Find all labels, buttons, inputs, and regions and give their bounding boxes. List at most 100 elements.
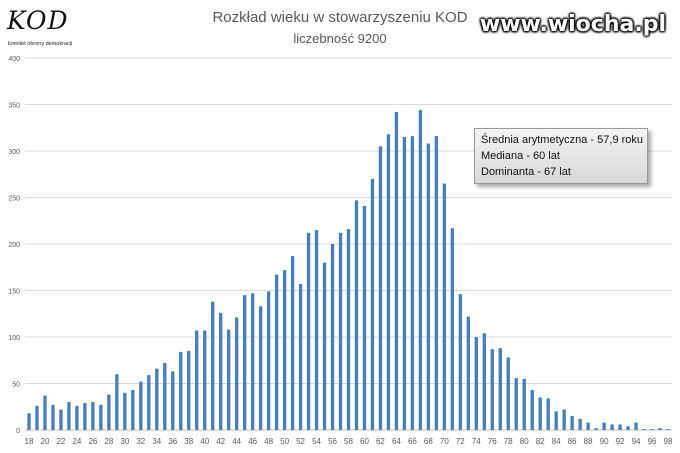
x-tick-label: 68: [424, 437, 433, 446]
kod-logo: KOD komitet obrony demokracji: [3, 4, 72, 54]
bar-age-43: [227, 329, 231, 430]
bar-age-42: [219, 312, 223, 430]
stats-box: Średnia arytmetyczna - 57,9 roku Mediana…: [474, 128, 648, 184]
bar-age-66: [410, 136, 415, 430]
x-tick-label: 86: [568, 437, 577, 446]
x-tick-label: 84: [552, 437, 561, 446]
bar-age-51: [290, 256, 295, 430]
x-tick-label: 58: [344, 437, 353, 446]
bar-age-65: [402, 137, 407, 431]
bar-age-58: [346, 229, 351, 430]
bar-age-92: [618, 424, 622, 430]
x-tick-label: 82: [536, 437, 545, 446]
bar-age-74: [474, 337, 478, 430]
bar-age-72: [458, 294, 463, 430]
x-tick-label: 32: [136, 437, 145, 446]
bar-age-50: [282, 270, 287, 430]
x-tick-label: 66: [408, 437, 417, 446]
x-tick-label: 90: [600, 437, 609, 446]
x-tick-label: 52: [296, 437, 305, 446]
bar-age-80: [522, 378, 526, 430]
bar-age-89: [594, 428, 598, 430]
x-tick-label: 64: [392, 437, 401, 446]
bar-age-77: [498, 348, 502, 430]
bar-age-40: [203, 330, 207, 430]
x-tick-label: 70: [440, 437, 449, 446]
x-tick-label: 34: [152, 437, 161, 446]
bar-age-34: [155, 368, 159, 430]
bar-age-28: [107, 394, 111, 430]
bar-age-31: [131, 390, 135, 430]
bar-age-38: [187, 350, 191, 430]
y-tick-label: 300: [8, 149, 20, 156]
x-tick-label: 46: [248, 437, 257, 446]
bar-age-47: [258, 306, 263, 430]
x-tick-label: 40: [200, 437, 209, 446]
bar-age-45: [242, 295, 247, 430]
y-axis-ticks: 0 50 100 150 200 250 300 350 400: [8, 56, 20, 435]
y-tick-label: 100: [8, 335, 20, 342]
y-tick-label: 350: [8, 103, 20, 110]
x-tick-label: 42: [216, 437, 225, 446]
bar-age-48: [266, 291, 271, 430]
stats-mean: Średnia arytmetyczna - 57,9 roku: [481, 134, 644, 146]
bar-age-70: [442, 183, 447, 430]
x-tick-label: 28: [104, 437, 113, 446]
bar-age-81: [530, 390, 534, 430]
bar-age-41: [211, 301, 215, 430]
x-axis-ticks: 18 20 22 24 26 28 30 32 34 36 38 40 42 44 46 48 50 52 54 56…: [25, 437, 673, 446]
bar-age-75: [482, 333, 486, 430]
bar-age-84: [554, 411, 558, 430]
y-tick-label: 200: [8, 242, 20, 249]
bar-age-52: [298, 283, 303, 430]
bar-age-88: [586, 422, 590, 430]
x-tick-label: 98: [664, 437, 673, 446]
bar-age-97: [658, 428, 662, 430]
bar-age-36: [171, 371, 175, 430]
bar-age-76: [490, 349, 494, 430]
x-tick-label: 38: [184, 437, 193, 446]
bar-age-44: [234, 317, 239, 430]
x-tick-label: 50: [280, 437, 289, 446]
bar-age-87: [578, 418, 582, 430]
bar-age-93: [626, 426, 630, 430]
x-tick-label: 30: [120, 437, 129, 446]
x-tick-label: 92: [616, 437, 625, 446]
bar-age-55: [322, 262, 327, 430]
y-tick-label: 0: [16, 428, 20, 435]
bar-age-22: [59, 409, 63, 430]
bar-age-35: [163, 363, 167, 430]
bar-age-32: [139, 381, 143, 430]
y-tick-label: 400: [8, 56, 20, 63]
bar-age-59: [354, 200, 359, 430]
chart-title: Rozkład wieku w stowarzyszeniu KOD: [212, 9, 468, 26]
chart-subtitle: liczebność 9200: [293, 31, 387, 46]
bar-age-49: [274, 274, 279, 430]
bar-age-78: [506, 357, 510, 430]
x-tick-label: 72: [456, 437, 465, 446]
x-tick-label: 60: [360, 437, 369, 446]
x-tick-label: 88: [584, 437, 593, 446]
bar-age-73: [466, 316, 470, 430]
stats-median: Mediana - 60 lat: [481, 150, 560, 162]
bar-age-96: [650, 429, 654, 430]
x-tick-label: 22: [56, 437, 65, 446]
bar-age-24: [75, 405, 79, 430]
x-tick-label: 78: [504, 437, 513, 446]
bar-age-26: [91, 402, 95, 430]
bar-age-53: [306, 232, 311, 430]
bar-age-90: [602, 422, 606, 430]
x-tick-label: 96: [648, 437, 657, 446]
y-tick-label: 250: [8, 196, 20, 203]
bar-age-46: [250, 293, 255, 430]
bar-age-82: [538, 397, 542, 430]
bar-age-79: [514, 377, 518, 430]
x-tick-label: 62: [376, 437, 385, 446]
bar-age-71: [450, 228, 455, 430]
x-tick-label: 48: [264, 437, 273, 446]
x-tick-label: 24: [72, 437, 81, 446]
bar-age-19: [35, 405, 39, 430]
logo-word: KOD: [7, 6, 69, 35]
bar-age-91: [610, 424, 614, 430]
